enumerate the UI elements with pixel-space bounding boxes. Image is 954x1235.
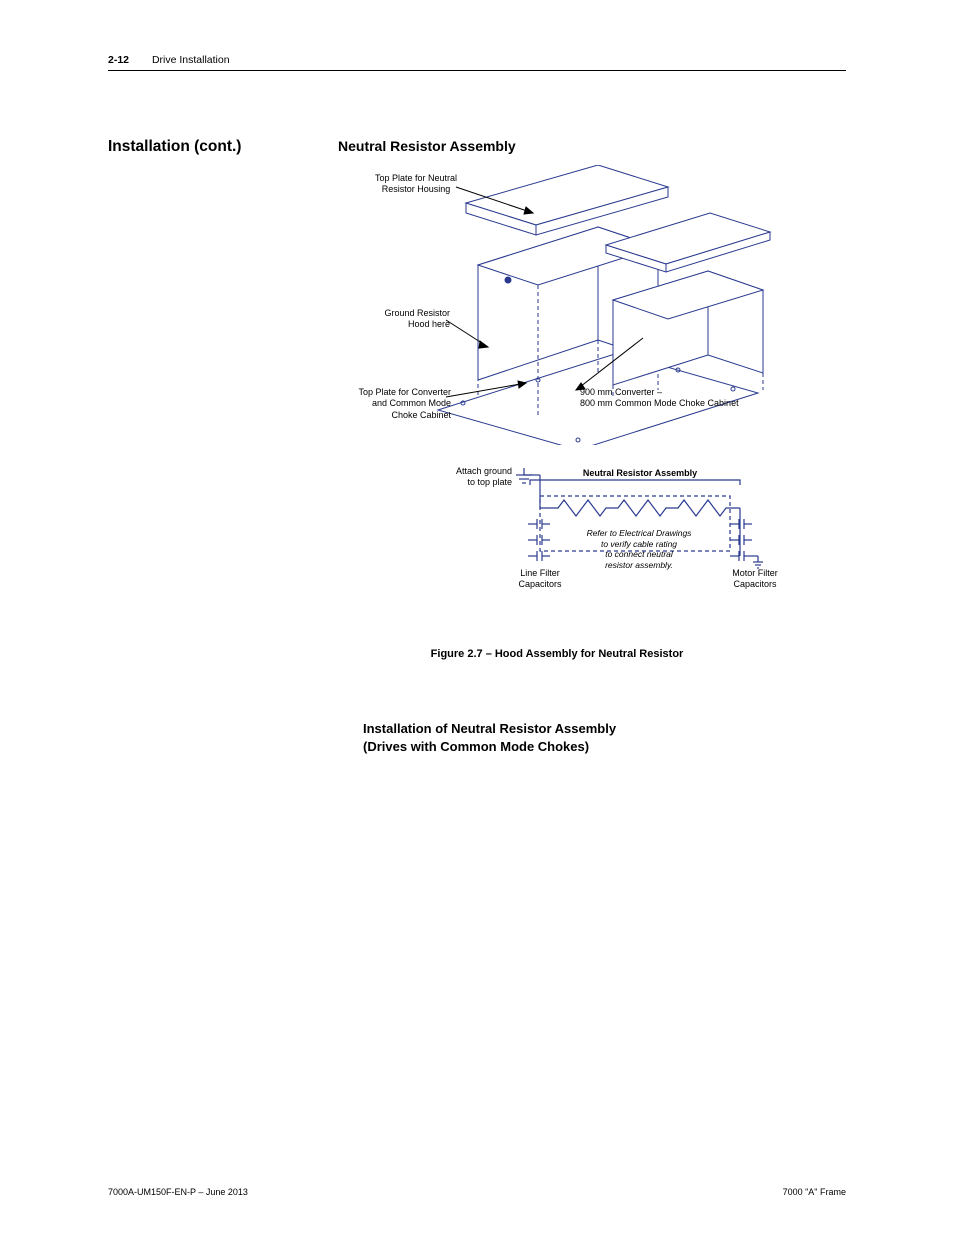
label-text: Top Plate for Converterand Common ModeCh… — [358, 387, 451, 420]
label-text: Motor FilterCapacitors — [732, 568, 778, 589]
caption-text: Figure 2.7 – Hood Assembly for Neutral R… — [271, 648, 684, 660]
label-nra-title: Neutral Resistor Assembly — [560, 468, 720, 479]
label-line-filter: Line FilterCapacitors — [500, 568, 580, 591]
label-electrical-note: Refer to Electrical Drawingsto verify ca… — [564, 528, 714, 571]
footer-right: 7000 "A" Frame — [783, 1187, 846, 1197]
diagram-schematic: Attach groundto top plate Neutral Resist… — [440, 460, 800, 615]
body-heading-line1: Installation of Neutral Resistor Assembl… — [363, 720, 616, 738]
label-text: 900 mm Converter –800 mm Common Mode Cho… — [580, 387, 739, 408]
sub-heading: Neutral Resistor Assembly — [338, 138, 516, 154]
label-top-plate-neutral: Top Plate for NeutralResistor Housing — [356, 173, 476, 196]
label-text: Attach groundto top plate — [456, 466, 512, 487]
label-converter-note: 900 mm Converter –800 mm Common Mode Cho… — [580, 387, 780, 410]
figure-caption: Figure 2.7 – Hood Assembly for Neutral R… — [0, 648, 954, 660]
label-top-plate-converter: Top Plate for Converterand Common ModeCh… — [326, 387, 451, 421]
chapter-name: Drive Installation — [152, 54, 230, 66]
section-title: Installation (cont.) — [108, 138, 241, 156]
footer-left: 7000A-UM150F-EN-P – June 2013 — [108, 1187, 248, 1197]
body-heading-line2: (Drives with Common Mode Chokes) — [363, 738, 616, 756]
label-text: Line FilterCapacitors — [518, 568, 561, 589]
label-text: Refer to Electrical Drawingsto verify ca… — [587, 528, 692, 570]
body-heading: Installation of Neutral Resistor Assembl… — [363, 720, 616, 755]
label-text: Top Plate for NeutralResistor Housing — [375, 173, 457, 194]
page-header: 2-12 Drive Installation — [108, 54, 846, 71]
diagram-isometric: Top Plate for NeutralResistor Housing Gr… — [338, 165, 798, 445]
label-text: Neutral Resistor Assembly — [583, 468, 697, 478]
label-attach-ground: Attach groundto top plate — [432, 466, 512, 489]
label-motor-filter: Motor FilterCapacitors — [715, 568, 795, 591]
label-text: Ground ResistorHood here — [384, 308, 450, 329]
page-number: 2-12 — [108, 54, 129, 66]
label-ground-resistor: Ground ResistorHood here — [360, 308, 450, 331]
